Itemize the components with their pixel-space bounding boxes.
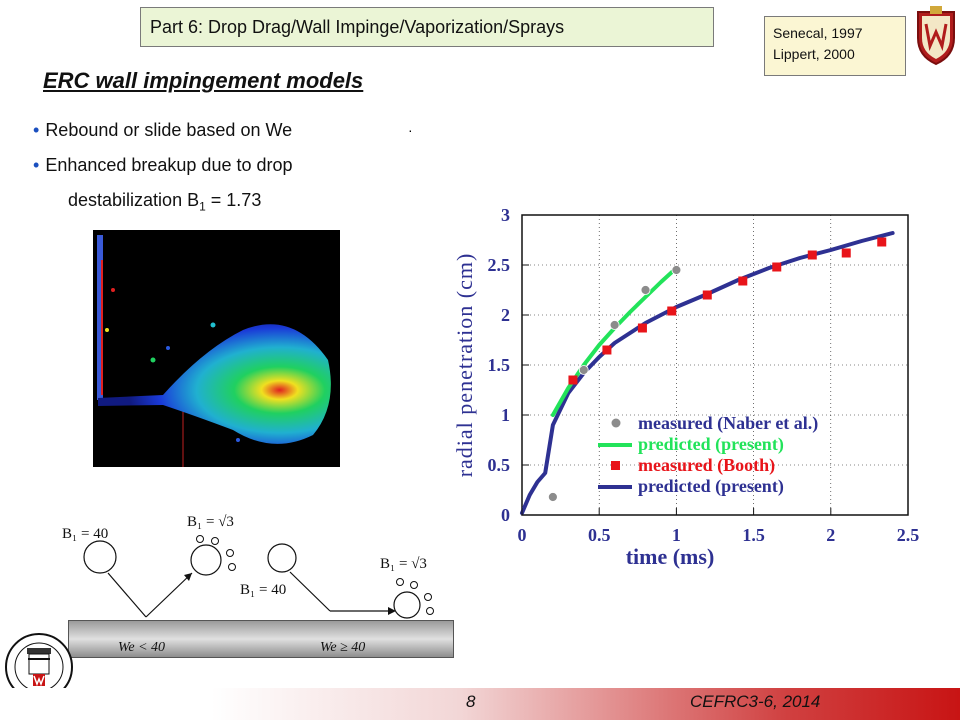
- bullet-breakup-text: Enhanced breakup due to drop: [45, 155, 293, 175]
- chart-point-square: [807, 250, 817, 260]
- footer-bar: [0, 688, 960, 720]
- bullet-breakup: • Enhanced breakup due to drop: [33, 155, 293, 176]
- label-b-rebound: B₁ = 40: [62, 526, 109, 542]
- chart-point-square: [772, 262, 782, 272]
- page-number: 8: [466, 692, 476, 711]
- university-crest-icon: [917, 6, 955, 66]
- bullet-dot-icon: •: [33, 155, 40, 175]
- chart-ytick-label: 0.5: [488, 455, 511, 475]
- droplet: [196, 535, 204, 543]
- chart-point-square: [568, 375, 578, 385]
- drop-rebounded: [190, 544, 222, 576]
- chart-ticks-layer: 0 0.5 1 1.5 2 2.5 0 0.5 1 1.5 2 2.5 3: [488, 205, 920, 545]
- continuation-prefix: destabilization B: [68, 190, 200, 210]
- chart-ytick-label: 1: [501, 405, 510, 425]
- drop-slid: [393, 591, 421, 619]
- droplet: [424, 593, 432, 601]
- chart-legend-label: predicted (present): [638, 476, 784, 497]
- chart-legend: measured (Naber et al.)predicted (presen…: [598, 413, 818, 497]
- label-b-slide-after: B₁ = √3: [380, 556, 427, 572]
- chart-series-layer: [520, 231, 895, 515]
- chart-xlabel: time (ms): [626, 544, 715, 569]
- label-b-slide: B₁ = 40: [240, 582, 287, 598]
- chart-ytick-label: 0: [501, 505, 510, 525]
- label-b-rebound-after: B₁ = √3: [187, 514, 234, 530]
- chart-xtick-label: 2: [826, 525, 835, 545]
- impingement-wall: [68, 620, 454, 658]
- continuation-subscript: 1: [199, 199, 206, 214]
- chart-xtick-label: 1.5: [742, 525, 765, 545]
- chart-legend-swatch-circle: [611, 418, 621, 428]
- chart-point-square: [702, 290, 712, 300]
- chart-point-square: [877, 237, 887, 247]
- section-title-box: Part 6: Drop Drag/Wall Impinge/Vaporizat…: [140, 7, 714, 47]
- chart-ytick-label: 3: [501, 205, 510, 225]
- label-we-high: We ≥ 40: [320, 640, 366, 655]
- chart-legend-label: predicted (present): [638, 434, 784, 455]
- chart-point-circle: [671, 265, 682, 275]
- spray-simulation-image: [93, 230, 340, 467]
- droplet: [426, 607, 434, 615]
- chart-series-line: [520, 231, 895, 515]
- chart-legend-label: measured (Naber et al.): [638, 413, 818, 434]
- chart-grid: [522, 215, 908, 515]
- arrow-rebound: [145, 572, 193, 618]
- chart-ytick-label: 2: [501, 305, 510, 325]
- chart-point-circle: [640, 285, 651, 295]
- footer-event-label: CEFRC3-6, 2014: [690, 692, 821, 711]
- chart-xtick-label: 0.5: [588, 525, 611, 545]
- chart-ytick-label: 1.5: [488, 355, 511, 375]
- chart-ylabel: radial penetration (cm): [452, 253, 477, 478]
- bullet-continuation: destabilization B1 = 1.73: [68, 190, 261, 214]
- chart-point-square: [602, 345, 612, 355]
- chart-point-square: [667, 306, 677, 316]
- chart-legend-label: measured (Booth): [638, 455, 775, 476]
- chart-point-circle: [547, 492, 558, 502]
- chart-point-circle: [578, 365, 589, 375]
- droplet: [211, 537, 219, 545]
- chart-point-square: [738, 276, 748, 286]
- arrow-down-2: [289, 571, 331, 612]
- label-we-low: We < 40: [118, 640, 166, 655]
- chart-xtick-label: 0: [518, 525, 527, 545]
- chart-xtick-label: 2.5: [897, 525, 920, 545]
- chart-legend-swatch-square: [611, 461, 620, 470]
- chart-xtick-label: 1: [672, 525, 681, 545]
- drop-incoming: [83, 540, 117, 574]
- impingement-diagram: [83, 535, 434, 619]
- reference-lippert: Lippert, 2000: [773, 46, 855, 62]
- penetration-chart: 0 0.5 1 1.5 2 2.5 0 0.5 1 1.5 2 2.5 3 time (ms) radi…: [452, 205, 920, 569]
- spray-simulation-graphic: [97, 235, 331, 467]
- arrowhead-icon: [184, 573, 192, 581]
- chart-point-square: [637, 323, 647, 333]
- slide-title: ERC wall impingement models: [43, 68, 364, 93]
- droplet: [410, 581, 418, 589]
- reference-senecal: Senecal, 1997: [773, 25, 863, 41]
- drop-incoming-2: [267, 543, 297, 573]
- droplet: [396, 578, 404, 586]
- section-title: Part 6: Drop Drag/Wall Impinge/Vaporizat…: [150, 17, 565, 37]
- bullet-rebound-text: Rebound or slide based on We: [45, 120, 293, 140]
- droplet: [228, 563, 236, 571]
- stray-dot: ·: [408, 122, 413, 138]
- droplet: [226, 549, 234, 557]
- bullet-dot-icon: •: [33, 120, 40, 140]
- arrowhead-icon: [388, 607, 396, 615]
- references-box: Senecal, 1997 Lippert, 2000: [764, 16, 906, 76]
- continuation-suffix: = 1.73: [205, 190, 262, 210]
- chart-ytick-label: 2.5: [488, 255, 511, 275]
- arrow-down: [107, 572, 147, 618]
- chart-point-circle: [609, 320, 620, 330]
- bullet-rebound: • Rebound or slide based on We: [33, 120, 292, 141]
- chart-point-square: [841, 248, 851, 258]
